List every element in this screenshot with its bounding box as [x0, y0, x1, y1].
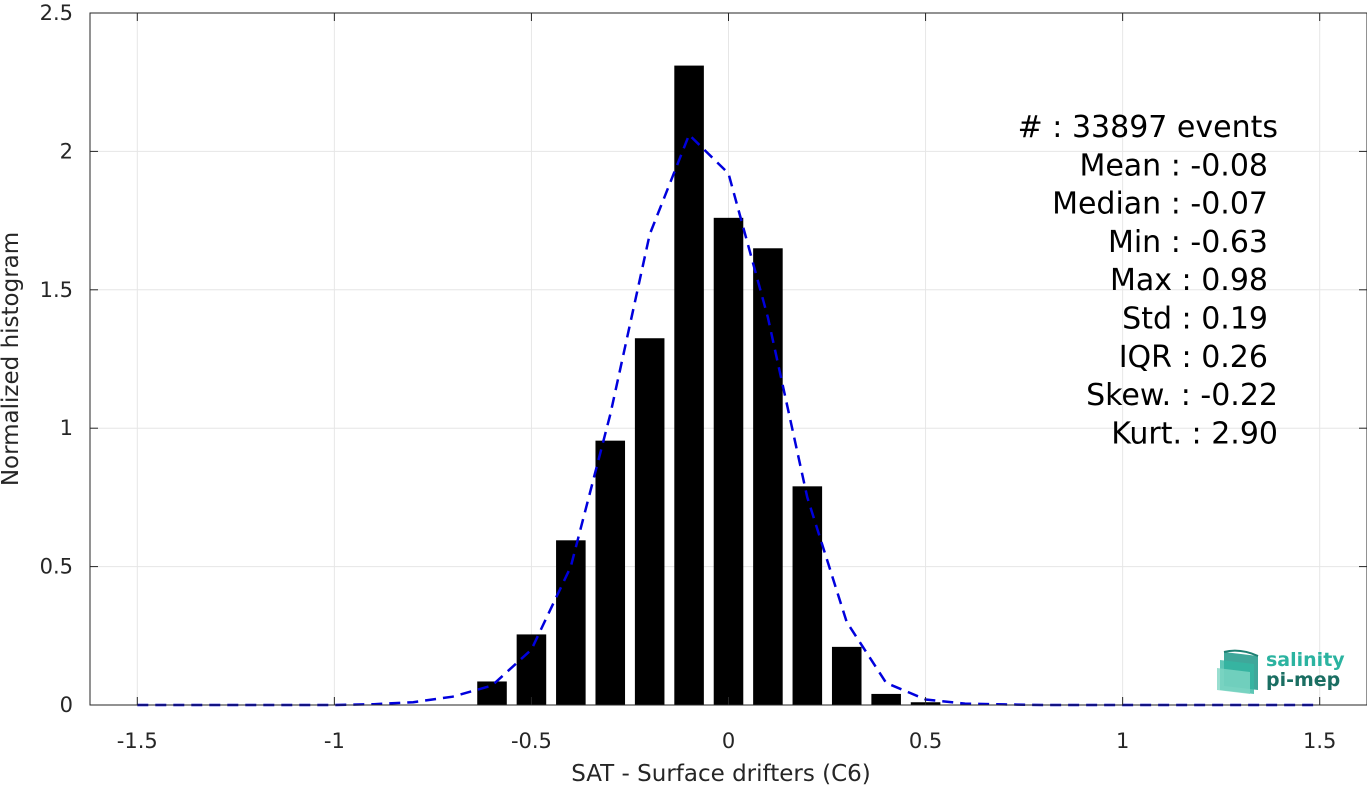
x-tick-label: 1.5 [1303, 729, 1336, 753]
x-axis-label: SAT - Surface drifters (C6) [571, 761, 871, 785]
x-tick-label: 1 [1116, 729, 1129, 753]
histogram-bar [634, 338, 665, 705]
salinity-pi-mep-logo: salinity pi-mep [1217, 649, 1345, 694]
y-tick-label: 1 [60, 416, 73, 440]
y-tick-label: 1.5 [40, 278, 73, 302]
stats-line: Max : 0.98 [1110, 263, 1268, 298]
histogram-bar [831, 646, 862, 705]
stats-line: Kurt. : 2.90 [1111, 416, 1278, 451]
histogram-bar [753, 248, 783, 705]
logo-text-pi-mep: pi-mep [1266, 669, 1340, 691]
histogram-bar [674, 65, 704, 706]
stats-line: Std : 0.19 [1122, 302, 1268, 337]
stats-line: Skew. : -0.22 [1086, 378, 1278, 413]
y-tick-label: 0.5 [40, 555, 73, 579]
x-tick-label: -1.5 [117, 729, 158, 753]
histogram-bars [477, 65, 941, 706]
histogram-bar [516, 634, 547, 705]
stats-line: # : 33897 events [1018, 110, 1278, 145]
y-tick-labels: 0 0.5 1 1.5 2 2.5 [40, 1, 73, 717]
x-tick-label: 0.5 [909, 729, 942, 753]
y-tick-label: 2 [60, 139, 73, 163]
y-tick-label: 0 [60, 693, 73, 717]
axes [89, 12, 1367, 706]
histogram-bar [556, 540, 586, 705]
stats-line: Mean : -0.08 [1079, 148, 1268, 183]
stats-line: Min : -0.63 [1108, 225, 1268, 260]
x-tick-labels: -1.5 -1 -0.5 0 0.5 1 1.5 [117, 729, 1337, 753]
histogram-bar [871, 693, 901, 705]
y-axis-label: Normalized histogram [0, 232, 24, 486]
x-tick-label: -0.5 [511, 729, 552, 753]
logo-text-salinity: salinity [1266, 649, 1345, 671]
histogram-bar [792, 486, 823, 705]
histogram-bar [595, 440, 626, 705]
stats-line: Median : -0.07 [1052, 187, 1268, 222]
x-tick-label: -1 [324, 729, 345, 753]
logo-emblem-icon [1217, 649, 1259, 694]
x-tick-label: 0 [722, 729, 735, 753]
histogram-bar [713, 217, 744, 705]
stats-line: IQR : 0.26 [1119, 340, 1268, 375]
histogram-bar [477, 681, 507, 705]
y-tick-label: 2.5 [40, 1, 73, 25]
